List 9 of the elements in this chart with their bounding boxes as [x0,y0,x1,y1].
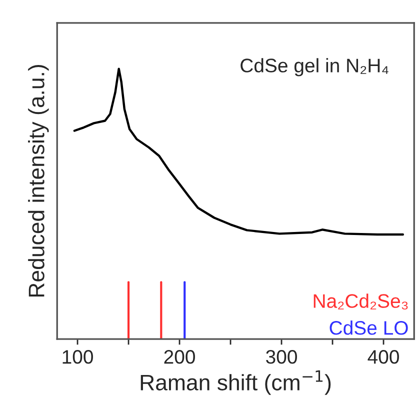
ref-line-label: CdSe LO [330,320,408,335]
x-axis-title: Raman shift (cm$^{−1}$) [140,370,331,395]
x-tick-label: 400 [368,350,399,364]
x-tick-label: 200 [164,350,195,364]
y-axis-title: Reduced intensity (a.u.) [28,65,49,297]
ref-line-label: Na₂Cd₂Se₃ [314,294,408,310]
x-tick-label: 100 [62,350,93,364]
annotation: CdSe gel in N₂H₄ [240,58,388,76]
x-tick-label: 300 [266,350,297,364]
